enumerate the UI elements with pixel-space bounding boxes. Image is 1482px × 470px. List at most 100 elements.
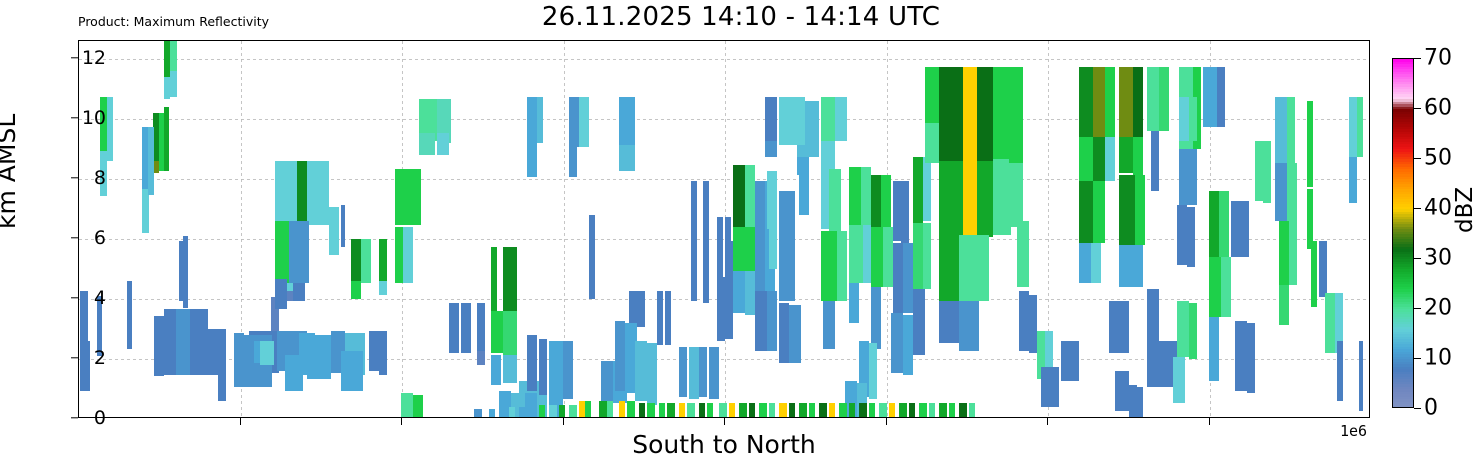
- product-label: Product: Maximum Reflectivity: [78, 14, 270, 29]
- reflectivity-cell: [379, 281, 387, 295]
- reflectivity-cell: [1189, 303, 1197, 359]
- reflectivity-cell: [1119, 67, 1133, 137]
- reflectivity-cell: [539, 405, 545, 417]
- reflectivity-cell: [1093, 67, 1105, 137]
- colorbar-segment: [1393, 169, 1413, 173]
- colorbar-segment: [1393, 234, 1413, 238]
- reflectivity-cell: [190, 309, 198, 375]
- reflectivity-cell: [939, 67, 963, 161]
- reflectivity-cell: [913, 223, 923, 289]
- reflectivity-cell: [707, 403, 713, 417]
- reflectivity-cell: [1193, 67, 1201, 149]
- reflectivity-cell: [767, 291, 777, 351]
- reflectivity-cell: [525, 393, 537, 417]
- reflectivity-cell: [1147, 289, 1159, 349]
- colorbar-segment: [1393, 299, 1413, 303]
- reflectivity-cell: [474, 409, 482, 417]
- colorbar-segment: [1393, 339, 1413, 343]
- reflectivity-cell: [503, 355, 517, 383]
- y-tick-mark: [71, 177, 78, 179]
- colorbar-segment: [1393, 156, 1413, 160]
- reflectivity-cell: [275, 221, 289, 283]
- reflectivity-cell: [208, 329, 218, 375]
- colorbar-segment: [1393, 279, 1413, 283]
- colorbar-segment: [1393, 81, 1413, 85]
- reflectivity-cell: [179, 241, 184, 301]
- colorbar-segment: [1393, 284, 1413, 288]
- colorbar-segment: [1393, 369, 1413, 373]
- reflectivity-cell: [993, 67, 1011, 159]
- reflectivity-cell: [589, 215, 595, 255]
- x-axis-label: South to North: [632, 430, 816, 459]
- colorbar-segment: [1393, 201, 1413, 205]
- colorbar-segment: [1393, 384, 1413, 388]
- colorbar-segment: [1393, 361, 1413, 365]
- colorbar-segment: [1393, 226, 1413, 230]
- colorbar-segment: [1393, 61, 1413, 65]
- reflectivity-cell: [1093, 137, 1105, 181]
- reflectivity-cell: [809, 101, 819, 157]
- colorbar-segment: [1393, 134, 1413, 138]
- reflectivity-cell: [1287, 97, 1295, 163]
- reflectivity-cell: [1133, 245, 1143, 287]
- reflectivity-cell: [639, 403, 645, 417]
- reflectivity-cell: [1177, 301, 1189, 357]
- reflectivity-cell: [1109, 301, 1119, 353]
- reflectivity-cell: [1137, 387, 1143, 417]
- reflectivity-cell: [1017, 221, 1029, 287]
- colorbar-segment: [1393, 269, 1413, 273]
- reflectivity-cell: [891, 313, 903, 373]
- colorbar-segment: [1393, 346, 1413, 350]
- colorbar-segment: [1393, 329, 1413, 333]
- colorbar-segment: [1393, 239, 1413, 243]
- colorbar-segment: [1393, 314, 1413, 318]
- reflectivity-cell: [1159, 341, 1169, 387]
- colorbar-tick-label: 50: [1424, 145, 1452, 171]
- colorbar-segment: [1393, 391, 1413, 395]
- colorbar-segment: [1393, 309, 1413, 313]
- colorbar-segment: [1393, 286, 1413, 290]
- reflectivity-cell: [164, 41, 170, 81]
- colorbar-segment: [1393, 326, 1413, 330]
- reflectivity-cell: [745, 227, 755, 273]
- colorbar-segment: [1393, 69, 1413, 73]
- colorbar-tick-mark: [1414, 308, 1421, 310]
- reflectivity-cell: [615, 321, 625, 391]
- colorbar-segment: [1393, 359, 1413, 363]
- y-tick-label: 6: [93, 227, 106, 249]
- reflectivity-cell: [993, 159, 1011, 235]
- reflectivity-cell: [939, 235, 959, 301]
- reflectivity-cell: [923, 223, 931, 289]
- reflectivity-cell: [1279, 285, 1289, 325]
- reflectivity-cell: [80, 291, 88, 335]
- reflectivity-cell: [1209, 191, 1219, 257]
- colorbar-segment: [1393, 344, 1413, 348]
- reflectivity-cell: [625, 323, 637, 393]
- reflectivity-cell: [1029, 295, 1037, 353]
- reflectivity-cell: [511, 393, 521, 417]
- reflectivity-cell: [170, 71, 177, 97]
- reflectivity-cell: [925, 67, 939, 123]
- colorbar-segment: [1393, 324, 1413, 328]
- reflectivity-cell: [107, 97, 113, 161]
- reflectivity-cell: [559, 405, 565, 417]
- reflectivity-cell: [893, 181, 901, 241]
- colorbar-segment: [1393, 306, 1413, 310]
- reflectivity-cell: [1147, 349, 1159, 387]
- colorbar-segment: [1393, 229, 1413, 233]
- colorbar-title: dBZ: [1452, 186, 1478, 233]
- reflectivity-cell: [549, 341, 563, 397]
- colorbar-segment: [1393, 231, 1413, 235]
- reflectivity-cell: [154, 316, 164, 376]
- reflectivity-cell: [799, 167, 809, 215]
- reflectivity-cell: [100, 97, 107, 159]
- y-tick-mark: [71, 357, 78, 359]
- colorbar-segment: [1393, 131, 1413, 135]
- reflectivity-cell: [527, 335, 537, 391]
- reflectivity-cell: [1219, 191, 1229, 257]
- reflectivity-cell: [1147, 67, 1159, 131]
- reflectivity-cell: [733, 227, 745, 271]
- reflectivity-cell: [619, 401, 625, 417]
- colorbar-segment: [1393, 106, 1413, 110]
- colorbar-segment: [1393, 146, 1413, 150]
